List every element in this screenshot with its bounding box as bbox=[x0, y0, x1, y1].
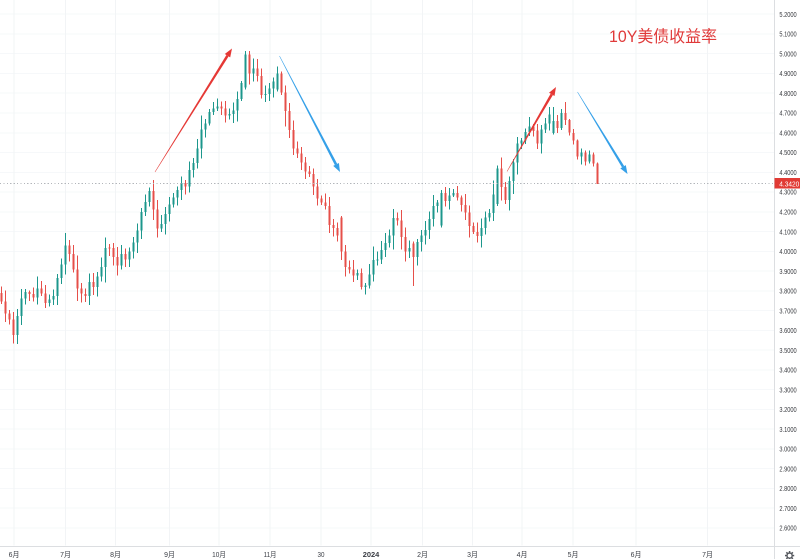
svg-text:4.6000: 4.6000 bbox=[779, 129, 796, 138]
svg-text:4.5000: 4.5000 bbox=[779, 148, 796, 157]
svg-text:5月: 5月 bbox=[568, 550, 579, 559]
svg-text:4.8000: 4.8000 bbox=[779, 89, 796, 98]
svg-text:3.9000: 3.9000 bbox=[779, 267, 796, 276]
svg-text:4.2000: 4.2000 bbox=[779, 208, 796, 217]
svg-text:6月: 6月 bbox=[631, 550, 642, 559]
svg-text:3.7000: 3.7000 bbox=[779, 306, 796, 315]
svg-text:5.2000: 5.2000 bbox=[779, 10, 796, 19]
svg-text:4月: 4月 bbox=[517, 550, 528, 559]
svg-text:3.5000: 3.5000 bbox=[779, 346, 796, 355]
svg-text:6月: 6月 bbox=[9, 550, 20, 559]
svg-text:4.1000: 4.1000 bbox=[779, 227, 796, 236]
svg-text:2.7000: 2.7000 bbox=[779, 504, 796, 513]
svg-text:2024: 2024 bbox=[363, 550, 380, 559]
svg-text:3.3000: 3.3000 bbox=[779, 385, 796, 394]
svg-text:10月: 10月 bbox=[212, 550, 226, 559]
svg-text:3.0000: 3.0000 bbox=[779, 445, 796, 454]
svg-text:4.4000: 4.4000 bbox=[779, 168, 796, 177]
svg-text:2月: 2月 bbox=[417, 550, 428, 559]
svg-text:2.8000: 2.8000 bbox=[779, 484, 796, 493]
svg-text:9月: 9月 bbox=[164, 550, 175, 559]
svg-text:2.9000: 2.9000 bbox=[779, 464, 796, 473]
svg-text:7月: 7月 bbox=[60, 550, 71, 559]
svg-text:3.8000: 3.8000 bbox=[779, 287, 796, 296]
svg-text:8月: 8月 bbox=[110, 550, 121, 559]
svg-text:3月: 3月 bbox=[467, 550, 478, 559]
svg-text:3.2000: 3.2000 bbox=[779, 405, 796, 414]
svg-text:4.0000: 4.0000 bbox=[779, 247, 796, 256]
svg-text:5.0000: 5.0000 bbox=[779, 49, 796, 58]
svg-text:4.7000: 4.7000 bbox=[779, 109, 796, 118]
svg-text:30: 30 bbox=[318, 550, 325, 559]
svg-text:11月: 11月 bbox=[264, 550, 277, 559]
svg-text:3.6000: 3.6000 bbox=[779, 326, 796, 335]
svg-text:4.3420: 4.3420 bbox=[779, 179, 799, 188]
svg-text:4.9000: 4.9000 bbox=[779, 69, 796, 78]
svg-text:7月: 7月 bbox=[702, 550, 713, 559]
svg-text:3.4000: 3.4000 bbox=[779, 366, 796, 375]
svg-text:4.3000: 4.3000 bbox=[779, 188, 796, 197]
svg-text:2.6000: 2.6000 bbox=[779, 524, 796, 533]
svg-text:3.1000: 3.1000 bbox=[779, 425, 796, 434]
svg-text:5.1000: 5.1000 bbox=[779, 30, 796, 39]
svg-text:10Y美债收益率: 10Y美债收益率 bbox=[609, 27, 717, 46]
